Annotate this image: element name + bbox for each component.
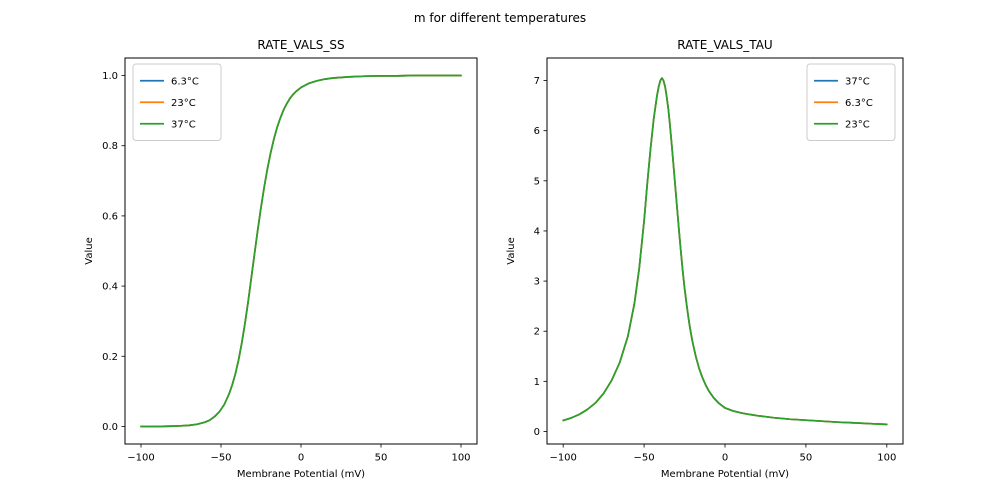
y-tick-label: 0.4 — [102, 282, 118, 293]
legend: 37°C 6.3°C 23°C — [806, 63, 896, 141]
y-tick-label: 6 — [534, 126, 540, 137]
x-tick-label: 0 — [298, 453, 304, 464]
y-tick-label: 1.0 — [102, 71, 118, 82]
legend-box — [806, 63, 896, 141]
axes-title: RATE_VALS_TAU — [677, 38, 772, 52]
x-tick-label: 50 — [375, 453, 388, 464]
legend-label-37-c: 37°C — [171, 119, 196, 130]
y-tick-label: 0.8 — [102, 141, 118, 152]
y-tick-label: 3 — [534, 277, 540, 288]
y-tick-label: 2 — [534, 327, 540, 338]
x-axis: −100 −50 0 50 100 — [127, 444, 471, 464]
legend: 6.3°C 23°C 37°C — [132, 63, 222, 141]
axes-title: RATE_VALS_SS — [257, 38, 344, 52]
x-axis: −100 −50 0 50 100 — [549, 444, 896, 464]
legend-label-23-c: 23°C — [171, 98, 196, 109]
y-tick-label: 4 — [534, 226, 540, 237]
x-tick-label: −50 — [210, 453, 231, 464]
x-tick-label: 100 — [451, 453, 470, 464]
x-tick-label: 0 — [722, 453, 728, 464]
y-tick-label: 1 — [534, 377, 540, 388]
y-tick-label: 0.2 — [102, 352, 118, 363]
y-tick-label: 5 — [534, 176, 540, 187]
legend-box — [132, 63, 222, 141]
chart-rate-vals-tau: −100 −50 0 50 100 0 1 2 3 4 5 6 7 RATE_VALS_TAU Membra… — [506, 38, 904, 480]
y-tick-label: 7 — [534, 76, 540, 87]
series-line-23-c — [562, 77, 888, 426]
chart-rate-vals-ss: −100 −50 0 50 100 0.0 0.2 0.4 0.6 0.8 1.0 RATE_VALS… — [84, 38, 478, 480]
x-tick-label: 50 — [800, 453, 813, 464]
y-tick-label: 0 — [534, 427, 540, 438]
x-tick-label: −100 — [127, 453, 154, 464]
legend-label-6-3-c: 6.3°C — [171, 76, 199, 87]
x-axis-label: Membrane Potential (mV) — [237, 469, 365, 480]
y-axis: 0 1 2 3 4 5 6 7 — [534, 76, 547, 438]
x-tick-label: −100 — [549, 453, 576, 464]
x-tick-label: −50 — [634, 453, 655, 464]
x-axis-label: Membrane Potential (mV) — [661, 469, 789, 480]
series-line-37-c — [140, 74, 462, 428]
y-axis: 0.0 0.2 0.4 0.6 0.8 1.0 — [102, 71, 125, 433]
y-tick-label: 0.0 — [102, 422, 118, 433]
y-axis-label: Value — [506, 237, 517, 264]
legend-label-23-c: 23°C — [845, 119, 870, 130]
y-axis-label: Value — [84, 237, 95, 264]
legend-label-37-c: 37°C — [845, 76, 870, 87]
y-tick-label: 0.6 — [102, 211, 118, 222]
legend-label-6-3-c: 6.3°C — [845, 98, 873, 109]
figure-suptitle: m for different temperatures — [413, 11, 587, 25]
x-tick-label: 100 — [877, 453, 896, 464]
